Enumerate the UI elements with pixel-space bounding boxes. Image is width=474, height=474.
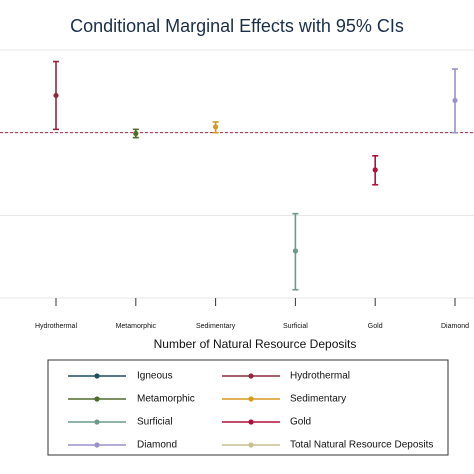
legend-label: Diamond — [137, 440, 177, 451]
legend-marker — [94, 396, 100, 402]
legend-marker — [94, 442, 100, 448]
x-tick-label: Sedimentary — [196, 323, 236, 330]
legend-marker — [248, 373, 254, 379]
point — [452, 97, 458, 104]
legend-label: Total Natural Resource Deposits — [290, 440, 433, 451]
legend-marker — [248, 396, 254, 402]
legend-marker — [248, 442, 254, 448]
x-tick-label: Hydrothermal — [35, 323, 77, 330]
chart-title: Conditional Marginal Effects with 95% CI… — [70, 16, 404, 36]
legend-marker — [94, 373, 100, 379]
point — [292, 248, 298, 254]
point — [53, 92, 59, 99]
legend-label: Igneous — [137, 371, 173, 382]
legend-marker — [248, 419, 254, 425]
x-tick-label: Metamorphic — [116, 323, 157, 330]
x-tick-label: Diamond — [441, 323, 469, 330]
x-axis-label: Number of Natural Resource Deposits — [154, 337, 357, 351]
legend-label: Hydrothermal — [290, 371, 350, 382]
point — [133, 130, 139, 137]
point — [213, 124, 219, 130]
x-tick-label: Surficial — [283, 323, 308, 330]
x-tick-label: Gold — [368, 323, 383, 330]
legend-label: Surficial — [137, 417, 173, 428]
legend-label: Gold — [290, 417, 311, 428]
point — [372, 167, 378, 173]
legend-marker — [94, 419, 100, 425]
legend-label: Metamorphic — [137, 394, 195, 405]
legend-label: Sedimentary — [290, 394, 346, 405]
